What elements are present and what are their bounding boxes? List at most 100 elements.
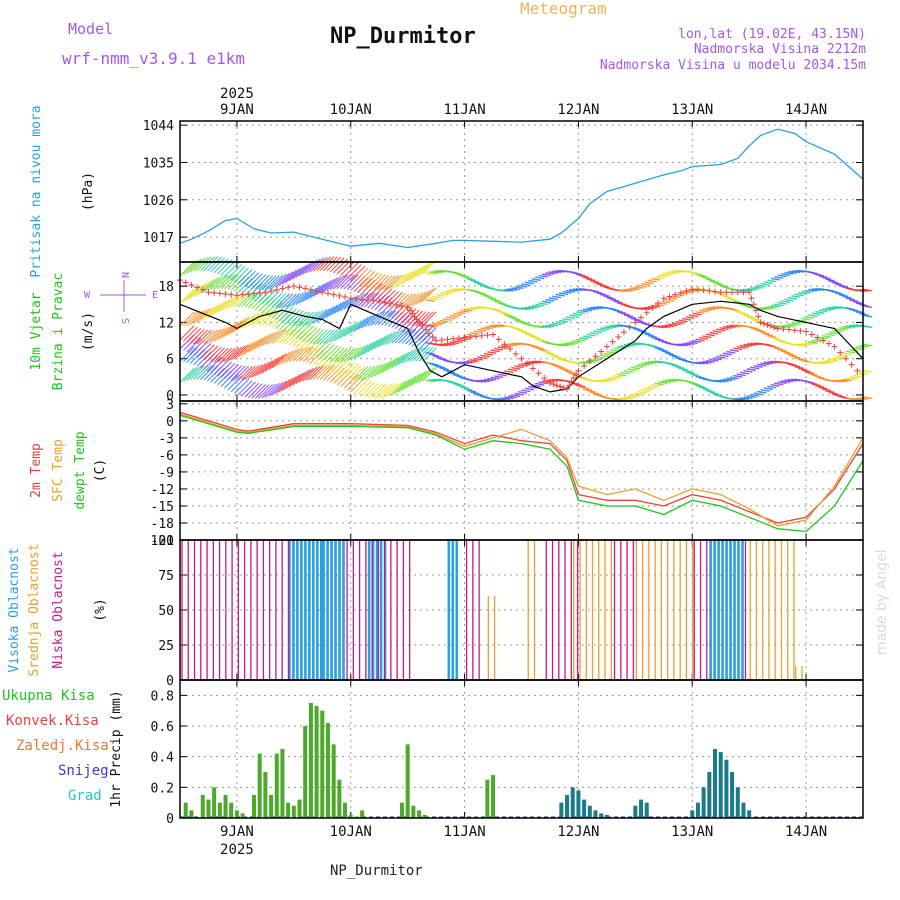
wind-barb — [538, 274, 548, 278]
wind-barb — [360, 381, 376, 397]
wind-barb — [637, 390, 647, 394]
wind-barb — [664, 324, 675, 328]
precip-bar — [713, 749, 718, 818]
wind-barb — [729, 376, 739, 380]
wind-barb — [808, 381, 818, 385]
wind-barb — [832, 393, 842, 397]
cloud-bar-high — [379, 540, 383, 680]
wind-barb — [695, 338, 705, 342]
wind-barb — [777, 274, 787, 278]
wind-barb — [739, 397, 750, 400]
wind-barb — [357, 342, 372, 358]
wind-barb — [832, 357, 842, 361]
wind-barb — [179, 261, 195, 277]
gust-marker — [438, 336, 445, 343]
wind-barb — [736, 346, 746, 349]
wind-barb — [490, 324, 500, 328]
ylabel: Niska Oblacnost — [51, 551, 66, 668]
ytick-label: 3 — [166, 398, 174, 413]
wind-barb — [336, 297, 352, 313]
gust-marker — [825, 340, 832, 347]
wind-barb — [244, 382, 260, 398]
wind-barb — [760, 307, 770, 310]
wind-barb — [716, 328, 726, 332]
wind-barb — [288, 320, 304, 336]
wind-barb — [497, 373, 507, 377]
wind-barb — [709, 306, 719, 310]
precip-bar — [234, 810, 239, 818]
wind-barb — [483, 295, 494, 299]
wind-barb — [415, 346, 431, 362]
precip-bar — [644, 802, 649, 818]
temp-line — [179, 411, 864, 524]
wind-barb — [722, 378, 733, 382]
ylabel: (m/s) — [81, 312, 96, 351]
wind-barb — [374, 384, 390, 399]
wind-barb — [610, 376, 620, 380]
wind-barb — [835, 283, 845, 287]
wind-barb — [449, 288, 459, 292]
gust-marker — [564, 385, 571, 392]
model-label: Model — [68, 20, 113, 38]
wind-barb — [613, 397, 623, 401]
wind-barb — [610, 298, 620, 302]
wind-barb — [411, 370, 427, 386]
wind-barb — [514, 392, 524, 396]
wind-barb — [329, 347, 345, 363]
wind-barb — [514, 328, 524, 332]
wind-barb — [644, 361, 654, 365]
wind-barb — [627, 288, 637, 291]
wind-barb — [531, 384, 541, 388]
wind-barb — [206, 328, 222, 344]
wind-barb — [470, 279, 480, 283]
precip-bar — [343, 802, 348, 818]
cloud-bar-high — [342, 540, 345, 680]
wind-barb — [842, 352, 852, 356]
wind-barb — [370, 362, 386, 378]
wind-barb — [705, 389, 716, 393]
precip-bar — [314, 706, 319, 818]
gust-marker — [194, 284, 201, 291]
ytick-label: 6 — [166, 353, 174, 368]
gust-marker — [416, 319, 423, 326]
gust-marker — [387, 300, 394, 307]
wind-barb — [668, 378, 678, 382]
wind-barb — [613, 309, 623, 313]
gust-marker — [655, 300, 662, 307]
wind-barb — [647, 360, 657, 364]
gust-marker — [803, 328, 810, 335]
wind-barb — [476, 356, 487, 360]
wind-barb — [350, 265, 366, 281]
gust-marker — [603, 343, 610, 350]
wind-barb — [241, 365, 256, 381]
wind-barb — [552, 355, 562, 359]
wind-barb — [374, 275, 390, 290]
panel-precip: 0 0.2 0.4 0.6 0.8 1hr Precip (mm) Ukupna Kisa K… — [2, 680, 863, 827]
wind-barb — [422, 366, 437, 382]
wind-barb — [524, 281, 535, 285]
wind-barb — [695, 384, 705, 388]
wind-barb — [220, 363, 236, 378]
wind-barb — [340, 296, 355, 312]
wind-barb — [470, 391, 480, 395]
wind-barb — [552, 322, 562, 326]
gust-marker — [797, 327, 804, 334]
wind-barb — [285, 309, 301, 325]
wind-barb — [746, 316, 757, 320]
wind-barb — [497, 302, 507, 305]
wind-barb — [203, 277, 219, 293]
gust-marker — [273, 286, 280, 293]
wind-barb — [815, 310, 825, 314]
wind-barb — [862, 325, 873, 329]
wind-barb — [422, 287, 437, 302]
wind-barb — [716, 355, 726, 359]
wind-barb — [804, 342, 815, 345]
gust-marker — [643, 309, 650, 316]
wind-barb — [476, 292, 487, 296]
wind-barb — [305, 285, 321, 301]
wind-barb — [299, 346, 314, 362]
wind-barb — [794, 366, 804, 370]
panel-wind: 0 6 12 18 10m Vjetar Brzina i Pravac (m/s) N E S W — [29, 256, 873, 404]
wind-barb — [692, 339, 702, 343]
wind-barb — [312, 309, 328, 324]
